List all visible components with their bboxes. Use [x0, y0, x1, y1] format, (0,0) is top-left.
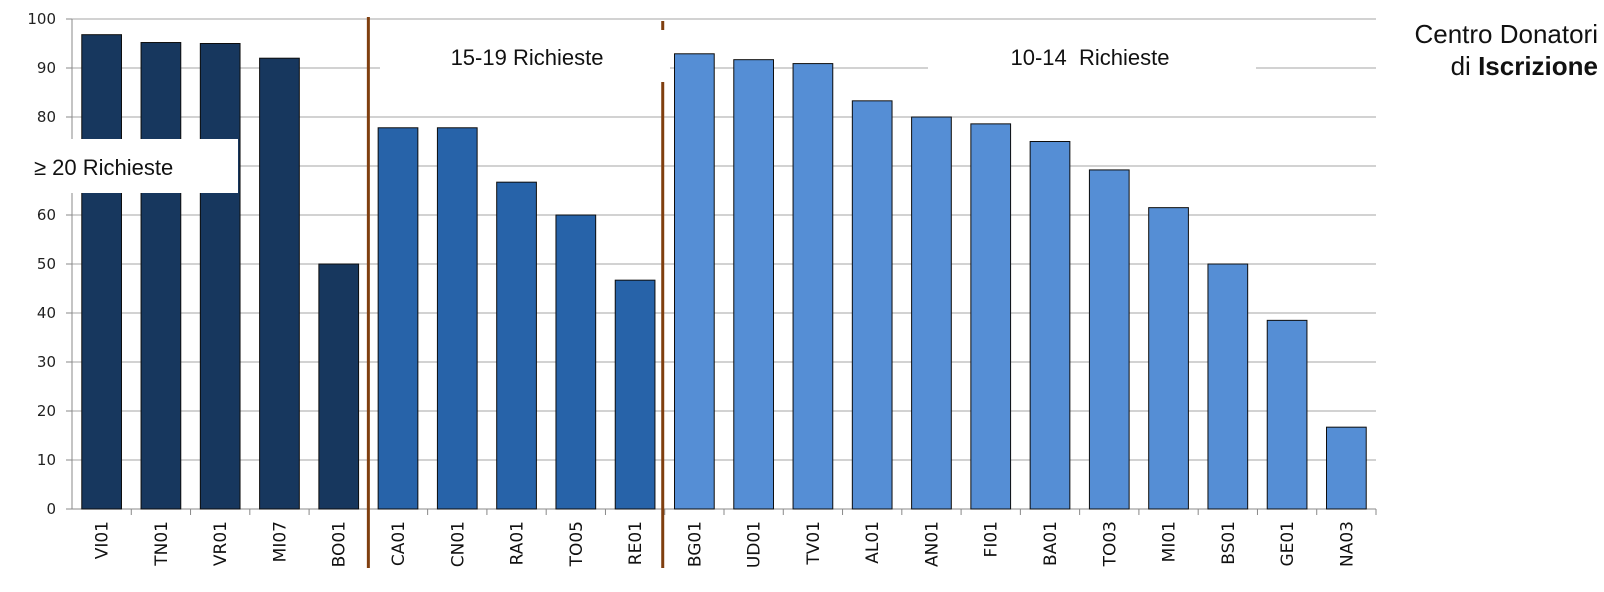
- y-tick-label: 0: [46, 500, 56, 518]
- bar-bg01: [674, 53, 715, 510]
- x-tick-label: UD01: [745, 521, 765, 568]
- x-tick-label: AN01: [922, 521, 942, 567]
- y-tick-label: 40: [37, 304, 56, 322]
- chart-title-prefix: di: [1450, 51, 1479, 81]
- bar-bo01: [318, 263, 360, 510]
- bar-al01: [851, 100, 893, 510]
- y-tick-label: 60: [37, 206, 56, 224]
- chart-title-bold: Iscrizione: [1478, 51, 1598, 81]
- bar-to05: [555, 214, 597, 510]
- bar-to03: [1088, 169, 1130, 510]
- bar-vr01: [199, 43, 241, 510]
- x-tick-label: BS01: [1219, 521, 1239, 565]
- group-label: 10-14 Richieste: [1011, 45, 1170, 70]
- bar-fi01: [970, 123, 1012, 510]
- bar-vi01: [81, 34, 122, 510]
- chart-title-line2: di Iscrizione: [1414, 50, 1598, 82]
- x-tick-label: BO01: [330, 521, 350, 567]
- x-tick-label: RE01: [626, 521, 646, 565]
- x-tick-label: VI01: [93, 521, 113, 559]
- group-dividers: [366, 17, 665, 568]
- bar-an01: [911, 116, 952, 510]
- x-tick-label: MI07: [270, 521, 290, 562]
- bar-re01: [614, 279, 656, 510]
- bar-mi07: [259, 57, 300, 510]
- y-tick-label: 10: [37, 451, 56, 469]
- bars: [81, 34, 1367, 510]
- x-tick-label: RA01: [508, 521, 528, 565]
- bar-cn01: [436, 127, 478, 510]
- y-tick-label: 100: [27, 10, 56, 28]
- x-tick-label: TO03: [1100, 521, 1120, 567]
- x-tick-label: BG01: [685, 521, 705, 567]
- y-tick-label: 80: [37, 108, 56, 126]
- x-tick-label: TV01: [804, 521, 824, 566]
- bar-tv01: [792, 63, 834, 510]
- x-axis-ticks: VI01 TN01 VR01 MI07 BO01 CA01 CN01 RA01 TO05 RE01…: [93, 509, 1377, 568]
- chart-title: Centro Donatori di Iscrizione: [1414, 18, 1598, 82]
- group-label: 15-19 Richieste: [451, 45, 604, 70]
- x-tick-label: VR01: [211, 521, 231, 566]
- group-labels: ≥ 20 Richieste 15-19 Richieste 10-14 Richi…: [20, 30, 1256, 193]
- bar-ge01: [1266, 319, 1308, 510]
- bar-ba01: [1029, 141, 1071, 510]
- x-tick-label: MI01: [1160, 521, 1180, 562]
- x-tick-label: CN01: [448, 521, 468, 567]
- x-tick-label: GE01: [1278, 521, 1298, 567]
- y-axis-ticks: 0102030405060708090100: [27, 10, 73, 518]
- x-tick-label: NA03: [1337, 521, 1357, 567]
- y-tick-label: 50: [37, 255, 56, 273]
- x-tick-label: TN01: [152, 521, 172, 567]
- bar-mi01: [1148, 207, 1189, 510]
- x-tick-label: CA01: [389, 521, 409, 566]
- bar-ra01: [496, 181, 537, 510]
- y-tick-label: 30: [37, 353, 56, 371]
- chart-title-line1: Centro Donatori: [1414, 19, 1598, 49]
- bar-tn01: [140, 42, 182, 510]
- group-label-box: [928, 30, 1256, 82]
- x-tick-label: AL01: [863, 521, 883, 564]
- x-tick-label: TO05: [567, 521, 587, 567]
- y-tick-label: 20: [37, 402, 56, 420]
- bar-bs01: [1207, 263, 1249, 510]
- y-tick-label: 90: [37, 59, 56, 77]
- group-label: ≥ 20 Richieste: [34, 155, 173, 180]
- group-label-box: [20, 139, 238, 193]
- bar-na03: [1326, 426, 1367, 510]
- bar-ca01: [377, 127, 419, 510]
- x-tick-label: BA01: [1041, 521, 1061, 566]
- group-label-box: [380, 30, 670, 82]
- x-tick-label: FI01: [982, 521, 1002, 557]
- bar-ud01: [733, 59, 774, 510]
